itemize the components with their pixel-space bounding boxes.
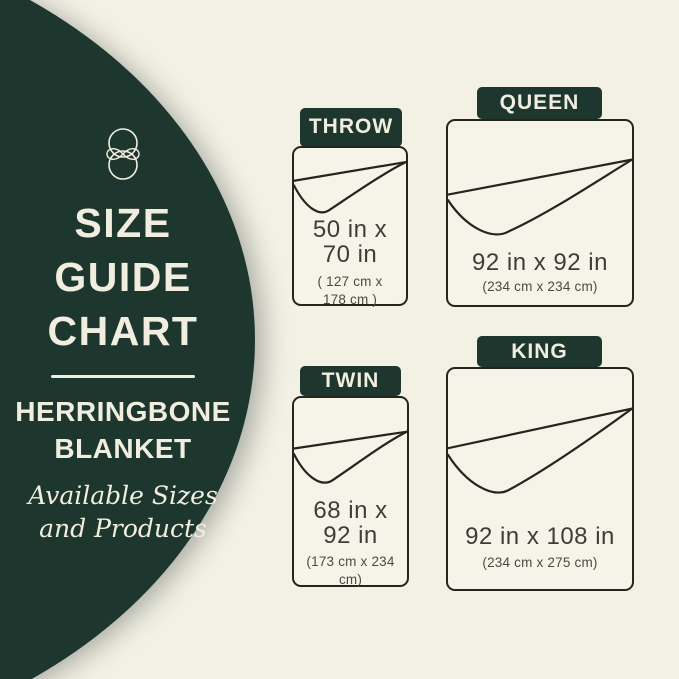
product-name: HERRINGBONE BLANKET bbox=[15, 393, 231, 467]
size-tab-queen-label: QUEEN bbox=[499, 91, 580, 114]
size-centimeters: (173 cm x 234 cm) bbox=[306, 554, 395, 587]
title-line-1: SIZE bbox=[74, 200, 172, 246]
folded-blanket-icon bbox=[294, 398, 407, 585]
folded-blanket-icon bbox=[448, 121, 632, 305]
size-tab-king: KING bbox=[477, 336, 602, 367]
blanket-card-throw: 50 in x 70 in ( 127 cm x 178 cm ) bbox=[292, 146, 408, 307]
title-line-3: CHART bbox=[47, 308, 199, 354]
page-title: SIZE GUIDE CHART bbox=[48, 196, 199, 358]
product-line-1: HERRINGBONE bbox=[15, 395, 231, 427]
size-centimeters: ( 127 cm x 178 cm ) bbox=[317, 274, 383, 307]
tagline: Available Sizes and Products bbox=[28, 479, 218, 545]
tagline-line-1: Available Sizes bbox=[28, 480, 218, 510]
folded-blanket-icon bbox=[294, 148, 406, 304]
brand-logo-icon bbox=[106, 128, 140, 180]
size-inches: 50 in x 70 in bbox=[312, 216, 388, 268]
blanket-card-queen: 92 in x 92 in (234 cm x 234 cm) bbox=[446, 119, 634, 307]
blanket-card-king: 92 in x 108 in (234 cm x 275 cm) bbox=[446, 367, 634, 591]
size-tab-queen: QUEEN bbox=[477, 87, 602, 119]
size-tab-twin-label: TWIN bbox=[321, 369, 380, 392]
tagline-line-2: and Products bbox=[39, 513, 207, 543]
title-line-2: GUIDE bbox=[54, 254, 192, 300]
size-tab-twin: TWIN bbox=[300, 366, 401, 396]
size-inches: 92 in x 92 in bbox=[472, 249, 608, 276]
size-tab-throw-label: THROW bbox=[308, 115, 394, 138]
left-panel: SIZE GUIDE CHART HERRINGBONE BLANKET Ava… bbox=[0, 0, 246, 679]
blanket-card-twin: 68 in x 92 in (173 cm x 234 cm) bbox=[292, 396, 409, 587]
size-centimeters: (234 cm x 275 cm) bbox=[482, 555, 598, 570]
size-tab-throw: THROW bbox=[300, 108, 402, 147]
size-inches: 92 in x 108 in bbox=[465, 523, 615, 550]
size-centimeters: (234 cm x 234 cm) bbox=[482, 279, 598, 294]
product-line-2: BLANKET bbox=[54, 432, 192, 464]
folded-blanket-icon bbox=[448, 369, 632, 589]
size-inches: 68 in x 92 in bbox=[313, 497, 388, 549]
divider-line bbox=[51, 375, 195, 378]
size-tab-king-label: KING bbox=[511, 339, 568, 363]
